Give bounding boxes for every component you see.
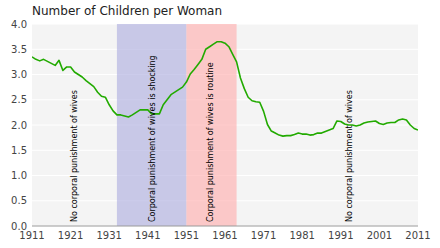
y-tick-label: 0.5 [11,195,27,206]
title: Number of Children per Woman [32,4,222,18]
y-axis: 0.00.51.01.52.02.53.03.54.0 [11,19,27,232]
y-tick-label: 1.0 [11,170,27,181]
x-tick-label: 1951 [174,230,199,241]
x-axis: 1911 1921 1931 1941 1951 1961 1971 1981 1991 2001… [19,226,430,241]
fertility-line [32,42,418,136]
y-tick-label: 2.0 [11,120,27,131]
annotation: Corporal punishment of wives is routine [206,62,215,222]
plot-area [32,24,418,226]
shaded-region [186,24,236,226]
x-tick-label: 1961 [212,230,237,241]
x-tick-label: 1911 [19,230,44,241]
y-tick-label: 3.0 [11,69,27,80]
y-tick-label: 2.5 [11,94,27,105]
x-tick-label: 1931 [96,230,121,241]
plot-background [32,24,418,226]
y-tick-label: 4.0 [11,19,27,30]
chart: 0.00.51.01.52.02.53.03.54.01911192119311… [0,0,440,248]
x-tick-label: 1971 [251,230,276,241]
x-tick-label: 1991 [328,230,353,241]
x-tick-label: 1981 [289,230,314,241]
x-tick-label: 1921 [58,230,83,241]
y-tick-label: 1.5 [11,145,27,156]
annotation: No corporal punishment of wives [70,90,79,222]
y-tick-label: 3.5 [11,44,27,55]
x-tick-label: 2011 [405,230,430,241]
x-axis-line [32,226,418,227]
annotations: No corporal punishment of wives Corporal … [70,55,353,222]
x-tick-label: 2001 [367,230,392,241]
annotation: No corporal punishment of wives [345,90,354,222]
annotation: Corporal punishment of wives is shocking [148,55,157,222]
grid-line [32,226,418,227]
grid [32,226,418,227]
shaded-region [117,24,186,226]
x-tick-label: 1941 [135,230,160,241]
